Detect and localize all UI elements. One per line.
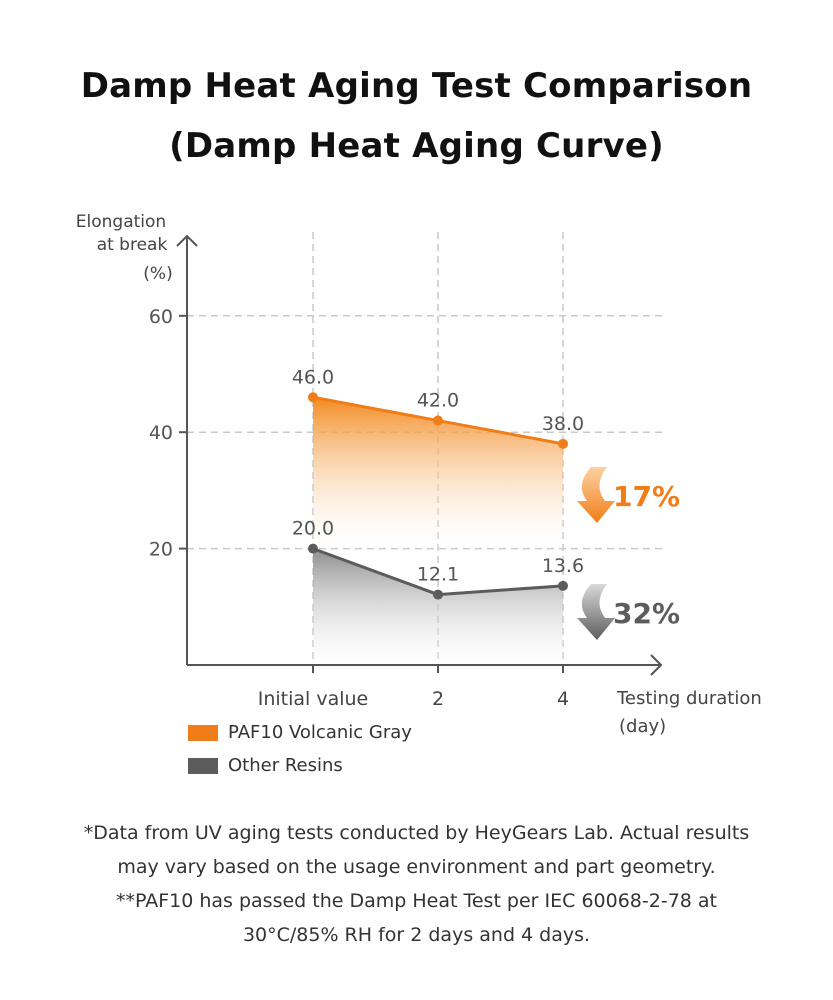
y-axis-title-line-0: Elongation bbox=[76, 212, 166, 232]
y-tick-label-40: 40 bbox=[149, 422, 173, 444]
x-axis-title-line-0: Testing duration bbox=[616, 688, 762, 709]
reduction-label-1: 32% bbox=[613, 597, 680, 630]
y-axis-title-line-1: at break bbox=[97, 235, 168, 255]
data-point-1-2 bbox=[558, 580, 568, 591]
chart-title-line-2: (Damp Heat Aging Curve) bbox=[169, 126, 664, 166]
footnote-line-4: 30°C/85% RH for 2 days and 4 days. bbox=[242, 924, 591, 946]
data-label-1-2: 13.6 bbox=[542, 555, 584, 577]
data-label-1-0: 20.0 bbox=[292, 518, 334, 540]
x-axis-title-line-1: (day) bbox=[619, 716, 666, 737]
x-axis-arrowhead bbox=[650, 654, 663, 676]
data-labels: 46.0 42.0 38.0 20.0 12.1 13.6 bbox=[292, 366, 584, 585]
reduction-badges: 17% 32% bbox=[577, 467, 680, 640]
series-area-0 bbox=[313, 397, 563, 549]
footnote-line-2: may vary based on the usage environment … bbox=[117, 856, 716, 878]
down-arrow-icon-1 bbox=[577, 584, 615, 640]
footnote-line-3: **PAF10 has passed the Damp Heat Test pe… bbox=[115, 890, 718, 912]
legend-label-other-resins: Other Resins bbox=[228, 755, 343, 776]
x-tick-label-2: 4 bbox=[557, 688, 569, 710]
legend-item-paf10: PAF10 Volcanic Gray bbox=[188, 722, 412, 743]
series-areas bbox=[313, 397, 563, 665]
legend-swatch-gray bbox=[188, 757, 218, 774]
legend-swatch-orange bbox=[188, 724, 218, 741]
series-area-1 bbox=[313, 548, 563, 665]
data-point-0-1 bbox=[433, 415, 443, 426]
data-label-0-1: 42.0 bbox=[417, 390, 459, 412]
y-axis-arrowhead bbox=[176, 234, 198, 247]
y-tick-label-60: 60 bbox=[149, 306, 173, 328]
down-arrow-icon-0 bbox=[577, 467, 615, 523]
data-label-0-0: 46.0 bbox=[292, 366, 334, 388]
footnote-line-1: *Data from UV aging tests conducted by H… bbox=[83, 822, 750, 844]
data-point-0-2 bbox=[558, 438, 568, 449]
data-label-1-1: 12.1 bbox=[417, 564, 459, 586]
data-point-1-0 bbox=[308, 543, 318, 554]
y-tick-label-20: 20 bbox=[149, 539, 173, 561]
chart-title-line-1: Damp Heat Aging Test Comparison bbox=[80, 66, 753, 106]
axis-titles: Elongation at break (%) Testing duration (da… bbox=[76, 212, 762, 737]
legend-item-other-resins: Other Resins bbox=[188, 755, 343, 776]
axes bbox=[176, 234, 663, 676]
data-point-1-1 bbox=[433, 589, 443, 600]
data-point-0-0 bbox=[308, 392, 318, 403]
legend-label-paf10: PAF10 Volcanic Gray bbox=[228, 722, 412, 743]
x-tick-label-1: 2 bbox=[432, 688, 444, 710]
reduction-label-0: 17% bbox=[613, 480, 680, 513]
axis-ticks: 20 40 60 Initial value 2 4 bbox=[149, 306, 569, 710]
data-label-0-2: 38.0 bbox=[542, 413, 584, 435]
y-axis-title-line-2: (%) bbox=[143, 264, 172, 284]
x-tick-label-0: Initial value bbox=[258, 688, 369, 710]
series-lines bbox=[308, 392, 568, 600]
